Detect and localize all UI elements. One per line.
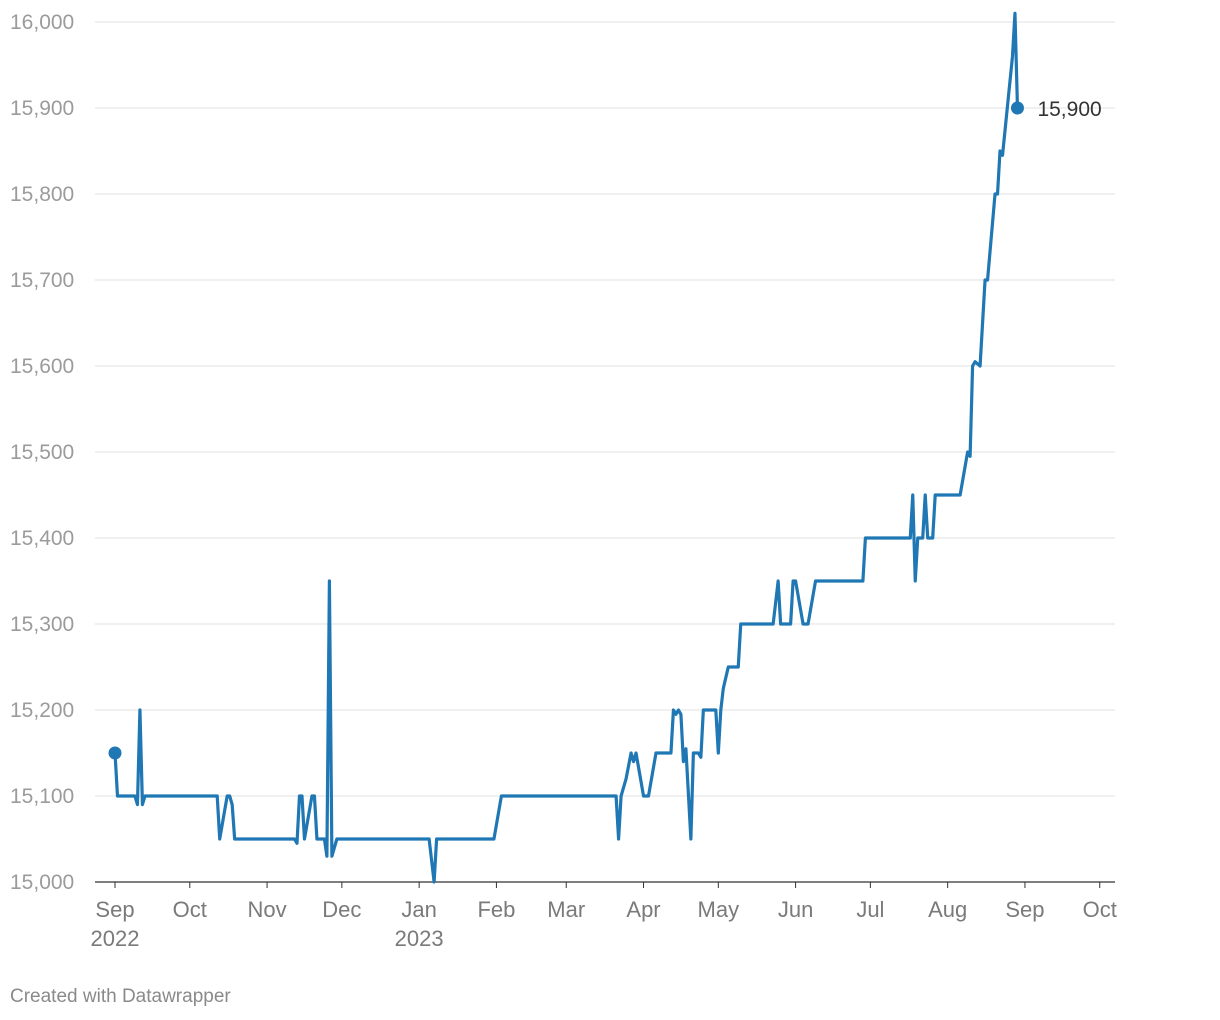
y-tick-label: 15,900 — [10, 97, 74, 120]
y-tick-label: 16,000 — [10, 11, 74, 34]
y-tick-label: 15,000 — [10, 871, 74, 894]
x-tick-label: Feb — [477, 897, 515, 922]
x-tick-label: Jul — [856, 897, 884, 922]
y-tick-label: 15,400 — [10, 527, 74, 550]
end-point-marker — [1010, 101, 1024, 115]
y-tick-label: 15,600 — [10, 355, 74, 378]
y-axis: 15,000 15,100 15,200 15,300 15,400 15,500 15,6… — [10, 11, 74, 894]
y-tick-label: 15,100 — [10, 785, 74, 808]
x-tick-year-label: 2022 — [91, 926, 140, 951]
credit-text: Created with Datawrapper — [10, 986, 231, 1007]
x-tick-label: Dec — [322, 897, 361, 922]
plot-area: 15,900 — [108, 11, 1102, 884]
x-tick-label: May — [698, 897, 740, 922]
series-line — [113, 11, 1020, 884]
y-tick-label: 15,300 — [10, 613, 74, 636]
x-tick-label: Sep — [95, 897, 134, 922]
x-tick-label: Oct — [1083, 897, 1117, 922]
x-tick-label: Sep — [1005, 897, 1044, 922]
y-tick-label: 15,800 — [10, 183, 74, 206]
y-tick-label: 15,500 — [10, 441, 74, 464]
x-tick-label: Mar — [547, 897, 585, 922]
y-tick-label: 15,200 — [10, 699, 74, 722]
x-tick-label: Oct — [173, 897, 207, 922]
gridlines — [95, 21, 1115, 883]
x-axis: Sep 2022 Oct Nov Dec Jan 2023 Feb Mar Apr May Jun Ju… — [91, 882, 1117, 951]
end-value-label: 15,900 — [1037, 98, 1101, 121]
x-tick-label: Jun — [778, 897, 813, 922]
y-tick-label: 15,700 — [10, 269, 74, 292]
start-point-marker — [108, 746, 122, 760]
x-tick-label: Aug — [928, 897, 967, 922]
x-tick-label: Jan — [401, 897, 436, 922]
x-tick-label: Nov — [248, 897, 287, 922]
line-chart: 15,000 15,100 15,200 15,300 15,400 15,500 15,6… — [10, 11, 1117, 951]
x-tick-year-label: 2023 — [395, 926, 444, 951]
x-tick-label: Apr — [626, 897, 660, 922]
